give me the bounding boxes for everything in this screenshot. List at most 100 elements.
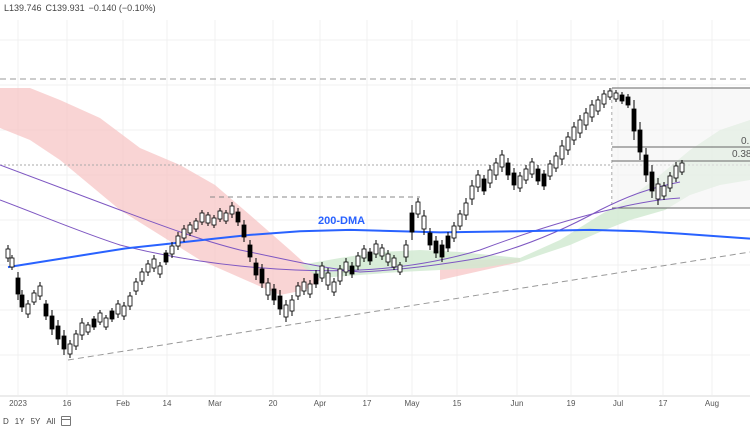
candle-body-22 [133, 281, 139, 292]
x-tick-label-1: 16 [63, 399, 72, 408]
x-axis-ticks: 2023 16 Feb 14 Mar 20 Apr 17 May 15 Jun 19 Jul 17 Aug [9, 399, 719, 408]
candle-body-82 [493, 162, 499, 176]
candle-body-97 [583, 112, 589, 126]
candle-body-27 [163, 252, 169, 263]
candle-body-68 [409, 212, 415, 233]
candle-body-38 [229, 205, 235, 215]
candle-body-12 [73, 333, 79, 347]
candle-body-101 [607, 90, 613, 98]
candle-body-7 [43, 303, 49, 317]
candle-body-19 [115, 303, 121, 315]
candle-body-98 [589, 104, 595, 118]
candle-body-79 [475, 174, 481, 188]
candle-body-100 [601, 93, 607, 105]
candle-body-11 [67, 343, 73, 355]
x-tick-label-4: Mar [208, 399, 222, 408]
x-tick-label-5: 20 [269, 399, 278, 408]
calendar-icon[interactable] [61, 416, 72, 426]
candle-body-73 [439, 244, 445, 258]
candle-body-15 [91, 318, 97, 328]
candle-body-78 [469, 185, 475, 200]
candle-body-109 [655, 183, 661, 200]
candle-body-88 [529, 161, 535, 175]
candle-body-5 [31, 292, 37, 303]
candle-body-55 [331, 281, 337, 293]
ohlc-low: L139.746 [4, 3, 42, 13]
trend-lines [0, 78, 750, 361]
candle-body-29 [175, 235, 181, 247]
candle-body-37 [223, 212, 229, 222]
candle-body-14 [85, 324, 91, 333]
candle-body-40 [241, 224, 247, 238]
candle-body-67 [403, 244, 409, 258]
candle-body-23 [139, 271, 145, 282]
candle-body-62 [373, 243, 379, 255]
candle-body-28 [169, 245, 175, 255]
candle-body-71 [427, 232, 433, 246]
candle-body-3 [19, 294, 25, 308]
ma-purple-slow [0, 197, 681, 272]
candle-body-75 [451, 225, 457, 239]
candlesticks [5, 88, 685, 358]
x-tick-label-3: 14 [163, 399, 172, 408]
candle-body-77 [463, 202, 469, 216]
candle-body-92 [553, 155, 559, 169]
range-selector: D 1Y 5Y All [0, 414, 74, 428]
fib-label-1: 0. [741, 136, 749, 147]
candle-body-48 [289, 299, 295, 312]
candle-body-32 [193, 220, 199, 230]
candle-body-70 [421, 215, 427, 230]
range-1y[interactable]: 1Y [14, 416, 25, 426]
candle-body-33 [199, 212, 205, 223]
chart-labels: 200-DMA 0. 0.38 [318, 136, 750, 227]
moving-averages [0, 164, 750, 273]
range-all[interactable]: All [46, 416, 56, 426]
candle-body-8 [49, 315, 55, 330]
range-5y[interactable]: 5Y [30, 416, 41, 426]
candle-body-86 [517, 175, 523, 189]
candle-body-25 [151, 258, 157, 269]
candle-body-9 [55, 325, 61, 340]
candle-body-89 [535, 168, 541, 182]
candle-body-76 [457, 213, 463, 227]
candle-body-43 [259, 268, 265, 284]
candle-body-72 [433, 240, 439, 254]
candle-body-93 [559, 145, 565, 160]
candle-body-112 [673, 165, 679, 179]
candle-body-42 [253, 262, 259, 276]
candle-body-10 [61, 335, 67, 350]
candle-body-56 [337, 268, 343, 282]
candle-body-65 [391, 257, 397, 268]
candle-body-69 [415, 201, 421, 215]
candle-body-26 [157, 265, 163, 275]
ohlc-readout: L139.746 C139.931 −0.140 (−0.10%) [4, 3, 160, 13]
x-tick-label-0: 2023 [9, 399, 27, 408]
ohlc-close: C139.931 [45, 3, 85, 13]
candle-body-74 [445, 235, 451, 249]
candle-body-0 [5, 248, 11, 259]
candle-body-99 [595, 99, 601, 112]
candle-body-44 [265, 282, 271, 296]
candle-body-103 [619, 94, 625, 102]
candle-body-24 [145, 263, 151, 273]
x-tick-label-6: Apr [314, 399, 327, 408]
candle-body-2 [15, 277, 21, 295]
dma-200-label: 200-DMA [318, 215, 365, 227]
candle-body-87 [523, 168, 529, 181]
candle-body-39 [235, 211, 241, 223]
candle-body-94 [565, 136, 571, 151]
candle-body-41 [247, 244, 253, 258]
candle-body-20 [121, 305, 127, 317]
range-d[interactable]: D [3, 416, 9, 426]
candle-body-66 [397, 264, 403, 273]
candle-body-64 [385, 253, 391, 263]
candle-body-34 [205, 214, 211, 224]
candle-body-16 [97, 312, 103, 323]
candle-body-30 [181, 228, 187, 239]
x-tick-label-10: Jun [511, 399, 524, 408]
x-tick-label-12: Jul [613, 399, 623, 408]
fib-label-2: 0.38 [732, 149, 750, 160]
candle-body-46 [277, 295, 283, 310]
candle-body-63 [379, 247, 385, 257]
